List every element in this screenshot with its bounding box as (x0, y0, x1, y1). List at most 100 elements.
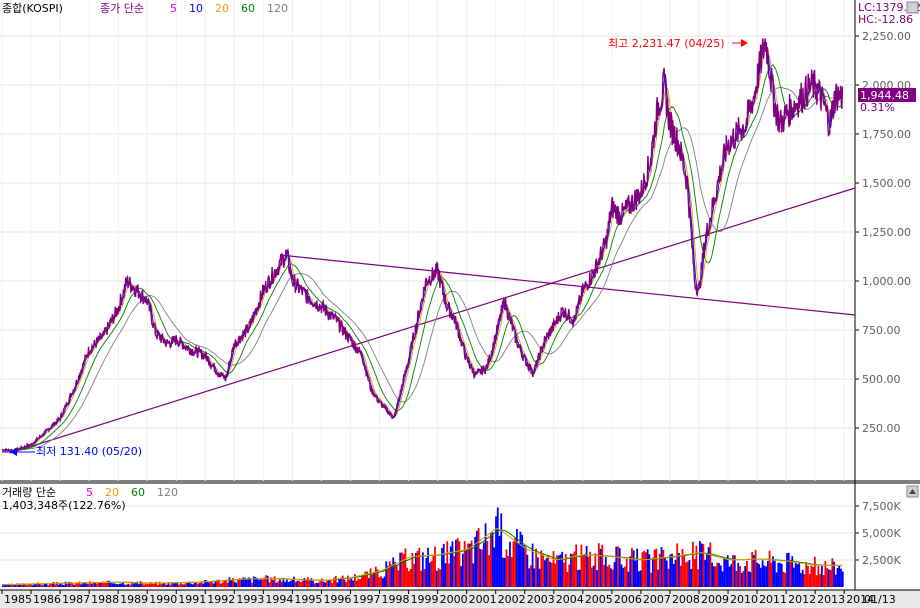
volume-bar (780, 563, 783, 587)
volume-bar (275, 582, 278, 587)
x-tick-label: 1995 (294, 593, 322, 606)
volume-bar (482, 542, 485, 587)
ma-label: 종가 단순 (100, 2, 144, 15)
volume-bar (54, 584, 57, 587)
volume-bar (82, 582, 84, 587)
volume-bar (303, 577, 306, 587)
volume-bar (280, 581, 283, 587)
volume-bar (808, 574, 811, 587)
volume-bar (5, 584, 8, 587)
volume-bar (695, 545, 698, 587)
volume-bar (556, 555, 558, 587)
volume-bar (803, 574, 806, 587)
volume-bar (261, 579, 264, 587)
volume-bar (759, 567, 762, 587)
volume-bar (646, 549, 649, 587)
volume-bar (167, 582, 170, 587)
volume-bar (587, 556, 590, 587)
volume-bar (610, 568, 612, 587)
x-tick-label: 1999 (411, 593, 439, 606)
volume-bar (247, 577, 250, 587)
volume-bar (376, 569, 379, 587)
volume-bar (209, 581, 212, 587)
volume-bar (289, 581, 292, 587)
volume-bar (688, 559, 691, 587)
x-tick-label: 2002 (498, 593, 526, 606)
volume-bar (402, 553, 405, 587)
volume-bar (423, 569, 426, 587)
x-tick-label: 2003 (527, 593, 555, 606)
lc-value: LC:1379.82 (858, 1, 920, 14)
volume-bar (397, 570, 400, 587)
volume-bar (127, 583, 130, 587)
x-tick-label: 1997 (352, 593, 380, 606)
volume-bar (117, 584, 119, 587)
volume-bar (125, 584, 128, 587)
volume-bar (651, 557, 654, 587)
volume-bar (279, 579, 281, 587)
volume-bar (460, 566, 463, 587)
x-tick-label: 2009 (701, 593, 729, 606)
volume-bar (667, 568, 670, 587)
volume-bar (87, 583, 90, 587)
x-tick-label: 2014 (846, 593, 874, 606)
volume-bar (136, 581, 138, 587)
volume-bar (101, 581, 104, 587)
volume-bar (409, 568, 412, 587)
volume-bar (228, 577, 231, 587)
volume-bar (15, 583, 18, 587)
volume-bar (118, 583, 121, 587)
volume-bar (599, 548, 602, 587)
price-panel-menu-icon[interactable] (906, 1, 919, 14)
volume-bar (374, 566, 377, 587)
volume-bar (566, 571, 569, 587)
volume-bar (348, 579, 351, 587)
x-tick-label: 1994 (265, 593, 293, 606)
volume-bar (137, 584, 140, 587)
price-tick-label: 1,750.00 (862, 128, 911, 141)
x-axis-band (0, 590, 920, 608)
volume-bar (237, 579, 240, 587)
volume-bar (76, 583, 79, 587)
x-tick-label: 2005 (585, 593, 613, 606)
volume-bar (322, 581, 325, 587)
volume-bar (458, 541, 461, 587)
volume-bar (611, 569, 614, 587)
volume-bar (507, 556, 510, 587)
x-tick-label: 1990 (149, 593, 177, 606)
volume-bar (238, 578, 241, 587)
volume-bar (575, 544, 578, 587)
volume-bar (331, 583, 334, 587)
volume-bar (712, 566, 715, 587)
volume-bar (343, 579, 346, 587)
volume-bar (299, 582, 302, 587)
volume-bar (768, 550, 771, 587)
volume-bar (535, 548, 537, 587)
volume-bar (812, 566, 815, 587)
volume-bar (662, 549, 665, 587)
volume-bar (85, 583, 88, 587)
volume-bar (510, 557, 513, 587)
volume-bar (176, 582, 179, 587)
volume-bar (249, 578, 252, 587)
volume-bar (817, 565, 820, 587)
volume-bar (531, 543, 534, 587)
volume-bar (207, 582, 210, 587)
volume-bar (338, 578, 341, 587)
volume-bar (392, 557, 395, 587)
volume-bar (108, 580, 111, 587)
volume-bar (272, 579, 274, 587)
volume-bar (21, 583, 23, 587)
volume-bar (381, 578, 384, 587)
volume-bar (625, 558, 628, 587)
volume-ma-period-label: 60 (131, 486, 145, 499)
volume-bar (390, 564, 393, 587)
volume-bar (407, 571, 410, 587)
volume-bar (775, 572, 778, 587)
volume-bar (618, 548, 621, 587)
volume-bar (718, 563, 720, 587)
volume-bar (559, 554, 562, 587)
volume-bar (8, 584, 11, 587)
volume-bar (165, 584, 168, 587)
